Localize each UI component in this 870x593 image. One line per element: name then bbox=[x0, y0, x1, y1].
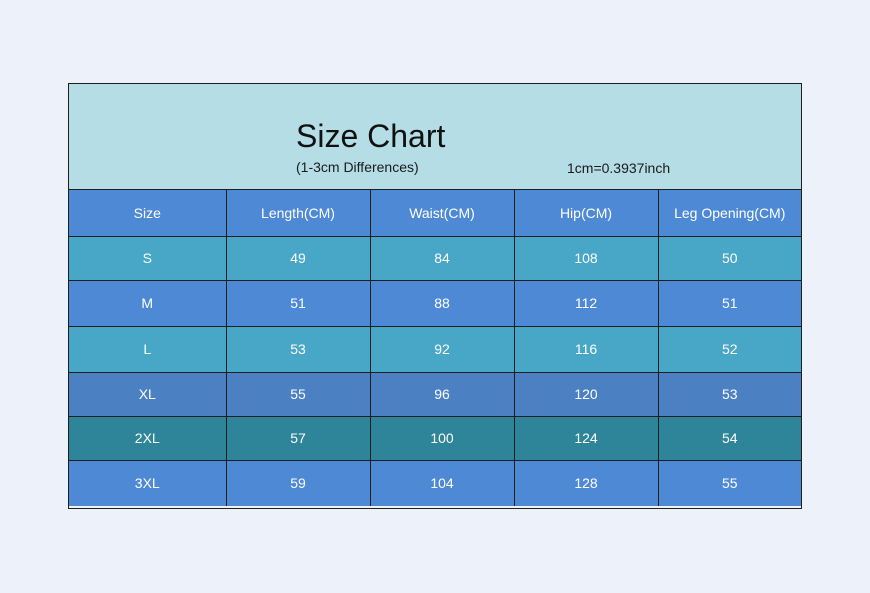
chart-title: Size Chart bbox=[296, 118, 446, 154]
size-table: Size Length(CM) Waist(CM) Hip(CM) Leg Op… bbox=[69, 190, 801, 506]
table-header-row: Size Length(CM) Waist(CM) Hip(CM) Leg Op… bbox=[69, 190, 801, 236]
waist-cell: 92 bbox=[369, 325, 514, 372]
length-cell: 57 bbox=[225, 415, 370, 460]
column-header-waist: Waist(CM) bbox=[369, 190, 514, 236]
size-cell: M bbox=[69, 279, 226, 326]
column-header-size: Size bbox=[133, 204, 161, 221]
waist-cell: 88 bbox=[369, 279, 514, 326]
hip-cell: 116 bbox=[513, 325, 658, 372]
length-cell: 59 bbox=[225, 459, 370, 506]
size-chart: Size Chart (1-3cm Differences) 1cm=0.393… bbox=[68, 83, 802, 509]
column-header-length: Length(CM) bbox=[225, 190, 370, 236]
hip-cell: 128 bbox=[513, 459, 658, 506]
length-cell: 51 bbox=[225, 279, 370, 326]
length-cell: 53 bbox=[225, 325, 370, 372]
length-cell: 55 bbox=[225, 371, 370, 416]
length-cell: 49 bbox=[225, 235, 370, 280]
leg-opening-cell: 52 bbox=[657, 325, 801, 372]
table-row: 3XL 59 104 128 55 bbox=[69, 459, 801, 506]
leg-opening-cell: 51 bbox=[657, 279, 801, 326]
waist-cell: 96 bbox=[369, 371, 514, 416]
waist-cell: 84 bbox=[369, 235, 514, 280]
table-row: L 53 92 116 52 bbox=[69, 325, 801, 372]
hip-cell: 124 bbox=[513, 415, 658, 460]
size-cell: L bbox=[69, 325, 226, 372]
waist-cell: 104 bbox=[369, 459, 514, 506]
waist-cell: 100 bbox=[369, 415, 514, 460]
table-row: S 49 84 108 50 bbox=[69, 235, 801, 280]
table-row: M 51 88 112 51 bbox=[69, 279, 801, 326]
leg-opening-cell: 55 bbox=[657, 459, 801, 506]
size-cell: 3XL bbox=[69, 459, 226, 506]
leg-opening-cell: 50 bbox=[657, 235, 801, 280]
size-cell: 2XL bbox=[69, 415, 226, 460]
column-header-leg-opening: Leg Opening(CM) bbox=[657, 190, 801, 236]
leg-opening-cell: 53 bbox=[657, 371, 801, 416]
leg-opening-cell: 54 bbox=[657, 415, 801, 460]
table-row: XL 55 96 120 53 bbox=[69, 371, 801, 416]
chart-subtitle: (1-3cm Differences) bbox=[296, 159, 419, 175]
size-cell: S bbox=[69, 235, 226, 280]
size-cell: XL bbox=[69, 371, 226, 416]
chart-header: Size Chart (1-3cm Differences) 1cm=0.393… bbox=[69, 84, 801, 190]
unit-conversion-note: 1cm=0.3937inch bbox=[567, 160, 671, 176]
column-header-hip: Hip(CM) bbox=[513, 190, 658, 236]
hip-cell: 112 bbox=[513, 279, 658, 326]
hip-cell: 120 bbox=[513, 371, 658, 416]
hip-cell: 108 bbox=[513, 235, 658, 280]
table-row: 2XL 57 100 124 54 bbox=[69, 415, 801, 460]
